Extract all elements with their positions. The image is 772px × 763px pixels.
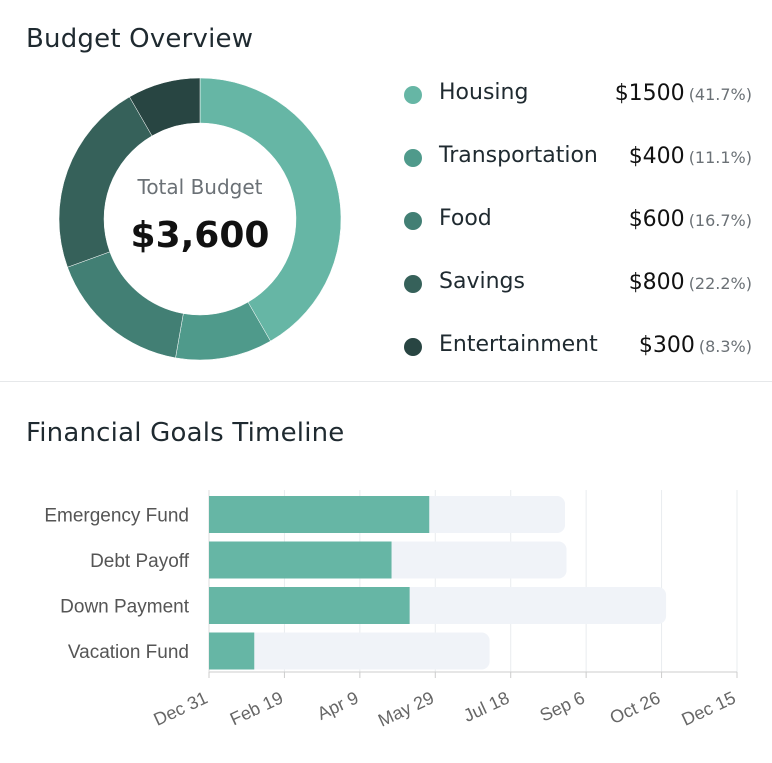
- legend-value: $300: [638, 333, 695, 358]
- section-divider: [0, 381, 772, 382]
- x-tick-label: Apr 9: [314, 687, 361, 723]
- total-budget-value: $3,600: [130, 215, 270, 256]
- legend-amount: $600 (16.7%): [629, 207, 752, 232]
- legend-dot-entertainment: [404, 338, 422, 356]
- legend-value: $400: [628, 144, 685, 169]
- legend-dot-housing: [404, 86, 422, 104]
- total-budget-caption: Total Budget: [137, 175, 263, 199]
- legend-value: $600: [628, 207, 685, 232]
- donut-slice-entertainment: [129, 77, 201, 137]
- legend-amount: $800 (22.2%): [629, 270, 752, 295]
- x-tick-label: Dec 31: [151, 687, 211, 729]
- x-tick-label: Dec 15: [679, 687, 739, 729]
- goal-progress-bar: [209, 496, 430, 533]
- legend-amount: $400 (11.1%): [629, 144, 752, 169]
- goals-timeline-chart: Emergency Fund Debt Payoff Down Payment Vac…: [44, 490, 739, 731]
- goal-progress-bar: [209, 587, 410, 624]
- goal-category-label: Emergency Fund: [44, 506, 189, 527]
- legend-label: Entertainment: [439, 332, 598, 357]
- legend-label: Food: [439, 206, 492, 231]
- legend-dot-food: [404, 212, 422, 230]
- legend-label: Savings: [439, 269, 525, 294]
- goal-progress-bar: [209, 541, 392, 579]
- x-tick-label: Oct 26: [607, 687, 664, 728]
- donut-slice-food: [67, 251, 184, 359]
- goal-category-label: Debt Payoff: [90, 551, 190, 572]
- x-tick-label: Sep 6: [537, 687, 588, 725]
- budget-donut-chart: Total Budget $3,600: [56, 77, 344, 361]
- legend-item-housing: Housing $1500 (41.7%): [400, 78, 756, 141]
- budget-legend: Housing $1500 (41.7%) Transportation $400…: [400, 78, 756, 393]
- legend-label: Housing: [439, 80, 529, 105]
- legend-percent: (41.7%): [688, 85, 752, 104]
- x-tick-label: May 29: [375, 687, 437, 730]
- legend-item-savings: Savings $800 (22.2%): [400, 267, 756, 330]
- legend-amount: $1500 (41.7%): [615, 81, 752, 106]
- legend-percent: (8.3%): [698, 337, 752, 356]
- legend-percent: (16.7%): [688, 211, 752, 230]
- financial-goals-title: Financial Goals Timeline: [26, 418, 345, 448]
- legend-label: Transportation: [439, 143, 598, 168]
- legend-item-transportation: Transportation $400 (11.1%): [400, 141, 756, 204]
- donut-svg: [58, 77, 342, 361]
- goal-target-bar: [209, 632, 490, 670]
- legend-percent: (22.2%): [688, 274, 752, 293]
- legend-value: $800: [628, 270, 685, 295]
- legend-dot-transportation: [404, 149, 422, 167]
- legend-dot-savings: [404, 275, 422, 293]
- goal-category-label: Vacation Fund: [68, 642, 189, 663]
- goal-progress-bar: [209, 632, 255, 670]
- goal-category-label: Down Payment: [60, 597, 190, 618]
- x-tick-label: Jul 18: [460, 687, 512, 725]
- legend-value: $1500: [614, 81, 685, 106]
- legend-amount: $300 (8.3%): [639, 333, 752, 358]
- legend-item-food: Food $600 (16.7%): [400, 204, 756, 267]
- budget-overview-title: Budget Overview: [26, 24, 254, 54]
- legend-item-entertainment: Entertainment $300 (8.3%): [400, 330, 756, 393]
- legend-percent: (11.1%): [688, 148, 752, 167]
- x-tick-label: Feb 19: [227, 687, 286, 729]
- donut-slice-housing: [199, 77, 342, 342]
